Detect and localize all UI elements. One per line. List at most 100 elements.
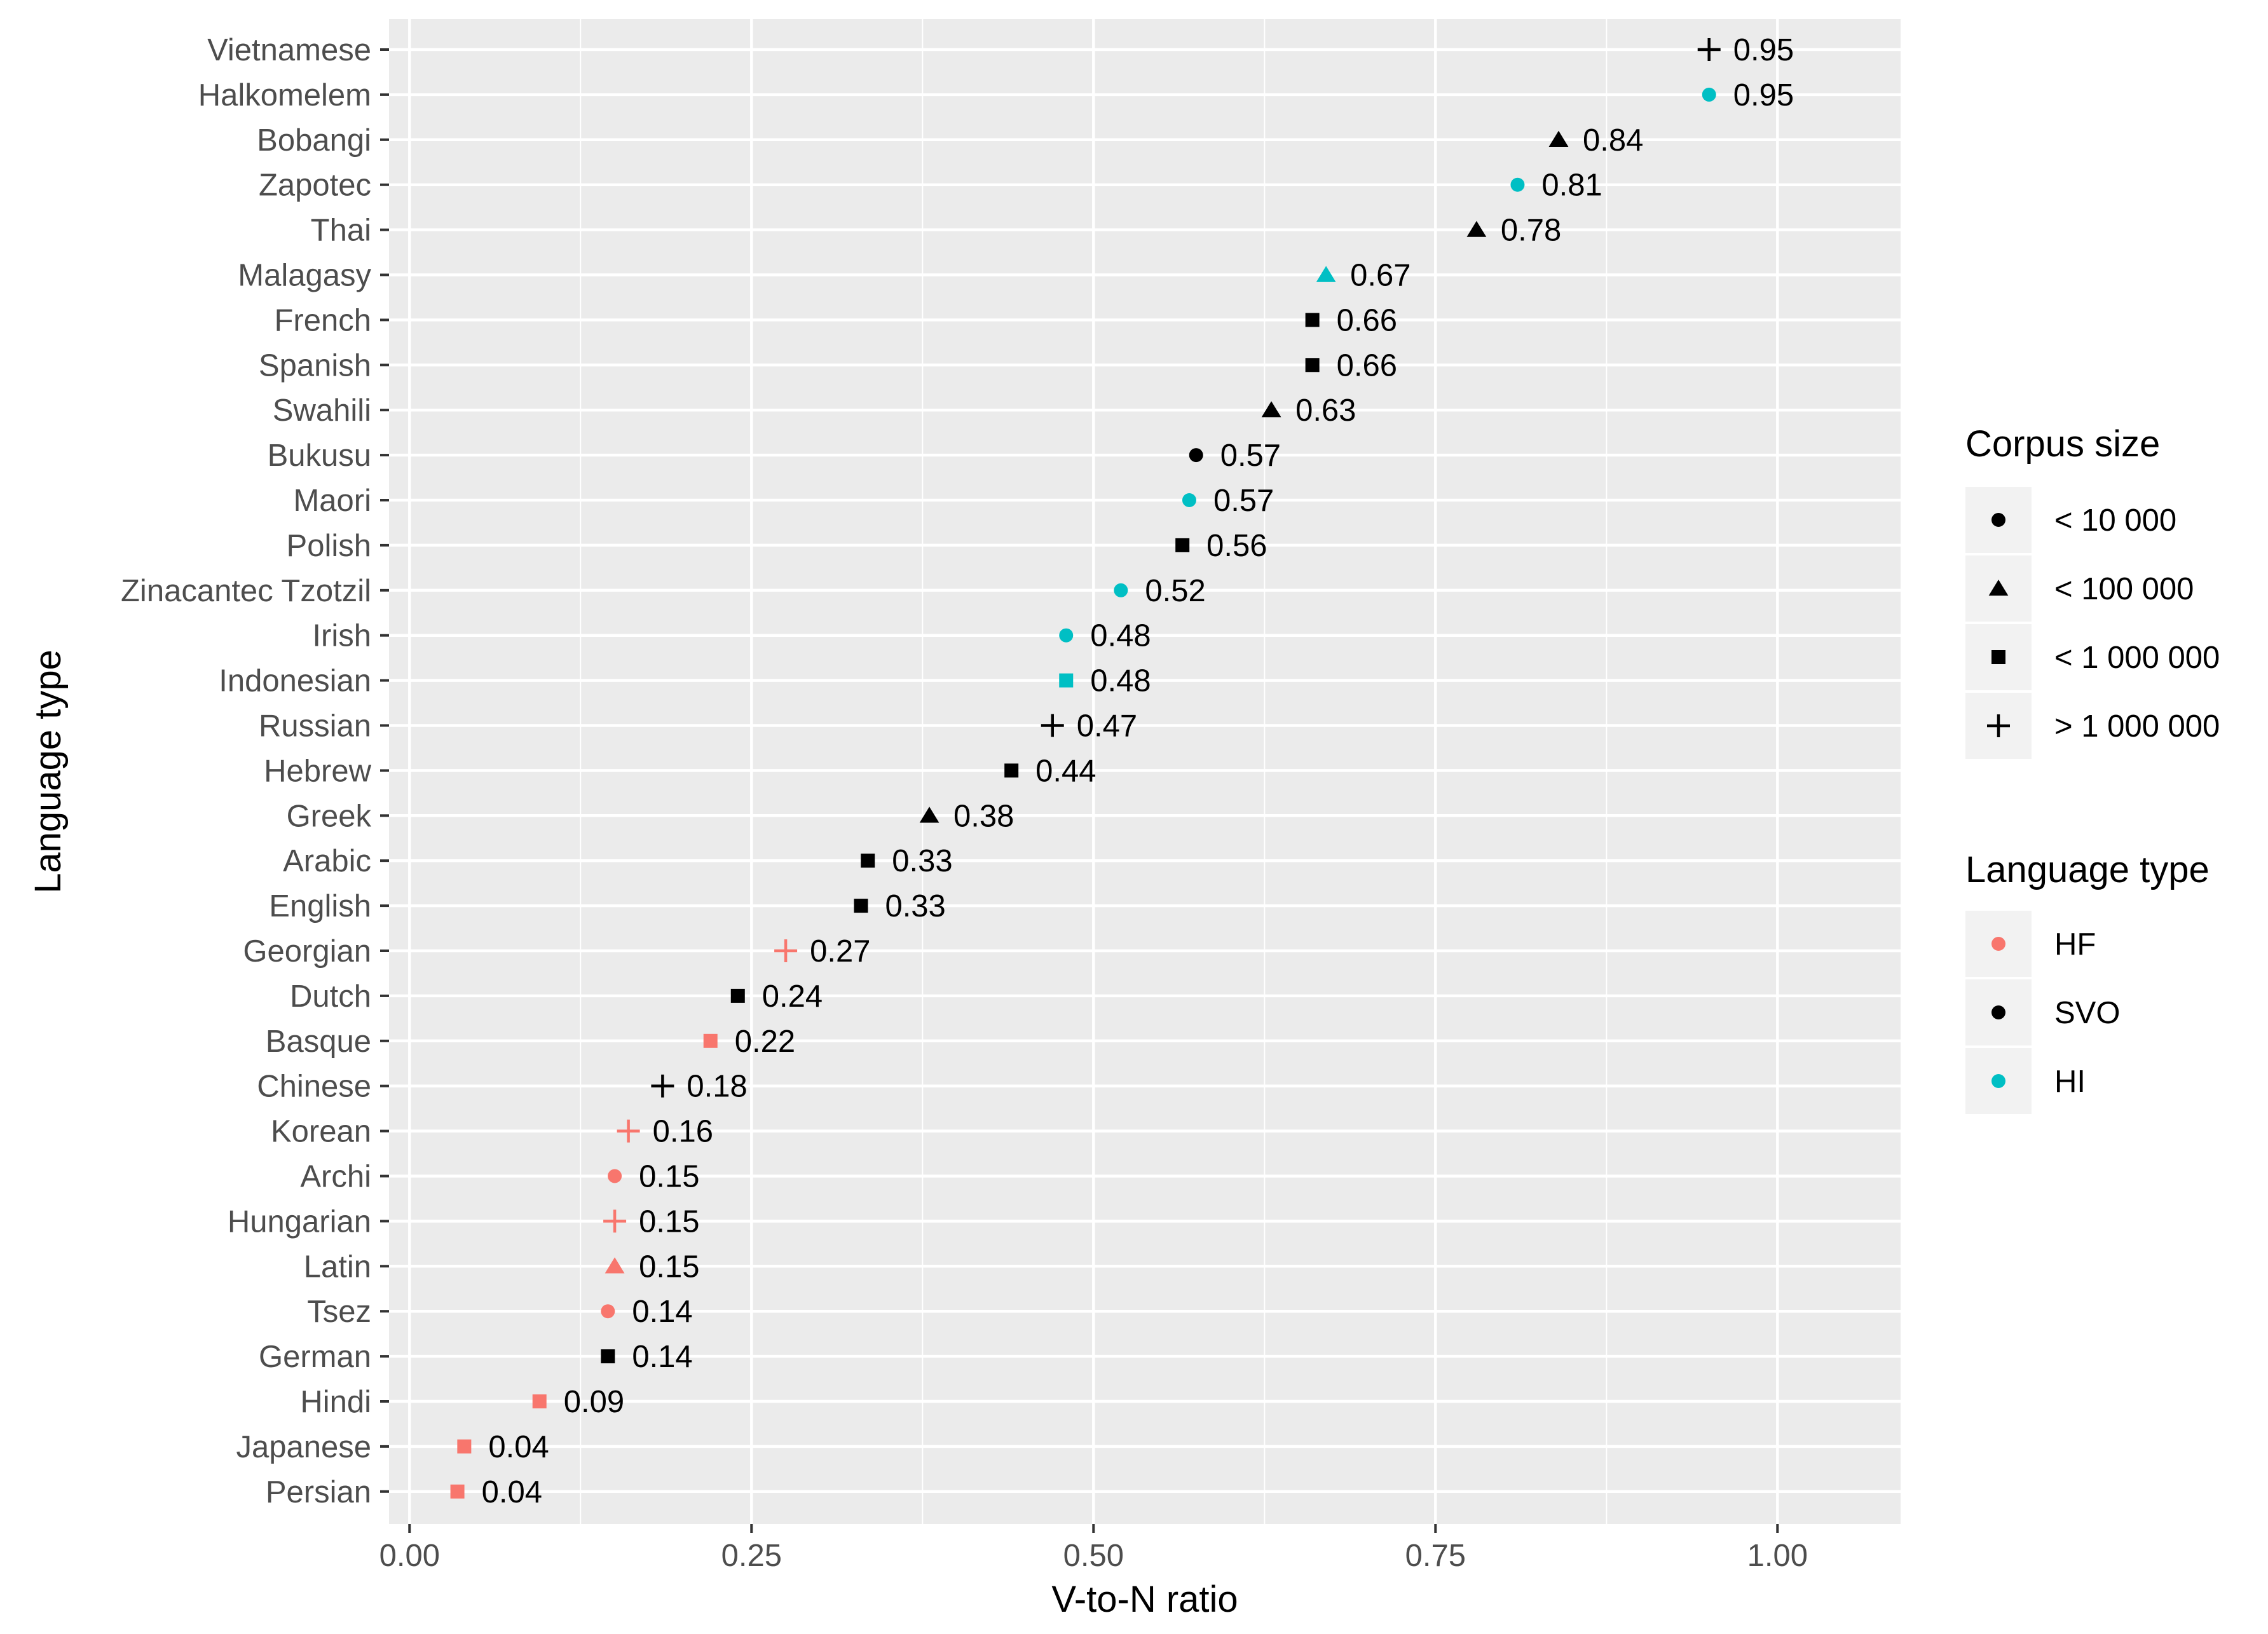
legend-label: < 10 000: [2054, 503, 2176, 538]
circle-marker: [1189, 448, 1203, 463]
data-label: 0.16: [653, 1115, 713, 1149]
y-tick-label: Irish: [312, 619, 371, 653]
legend-language-type: Language type HF SVO HI: [1965, 849, 2210, 1114]
y-tick-label: Thai: [311, 214, 371, 248]
y-tick-label: Polish: [287, 529, 371, 563]
y-tick-label: Greek: [287, 799, 372, 833]
data-points: 0.95 0.95 0.84 0.81 0.78 0.67 0.66 0.66 0.63 0.57…: [450, 33, 1794, 1509]
data-label: 0.81: [1541, 168, 1602, 203]
y-tick-label: Indonesian: [219, 664, 371, 698]
data-label: 0.18: [687, 1070, 747, 1104]
data-label: 0.66: [1337, 348, 1397, 383]
data-label: 0.48: [1090, 664, 1151, 698]
data-label: 0.84: [1583, 123, 1643, 158]
grid-lines: [389, 19, 1901, 1524]
triangle-marker: [605, 1257, 625, 1274]
square-marker: [1059, 673, 1074, 688]
circle-marker: [608, 1169, 622, 1183]
triangle-marker: [1988, 580, 2009, 596]
data-label: 0.14: [632, 1295, 692, 1329]
legend-label: < 100 000: [2054, 572, 2194, 606]
data-label: 0.22: [735, 1025, 795, 1059]
x-tick-label: 1.00: [1747, 1539, 1808, 1573]
x-tick-label: 0.00: [379, 1539, 440, 1573]
y-tick-label: Swahili: [273, 393, 371, 428]
data-label: 0.57: [1220, 439, 1281, 473]
legend-label: SVO: [2054, 996, 2120, 1030]
square-marker: [730, 988, 745, 1003]
circle-marker: [1059, 628, 1074, 643]
data-label: 0.57: [1213, 484, 1274, 518]
y-tick-label: English: [269, 889, 371, 923]
data-label: 0.09: [564, 1385, 624, 1419]
square-marker: [532, 1394, 547, 1408]
y-tick-label: Hindi: [300, 1385, 371, 1419]
y-axis-title: Language type: [27, 650, 69, 894]
y-tick-label: Latin: [304, 1249, 371, 1284]
square-marker: [457, 1439, 472, 1454]
y-tick-label: Zapotec: [259, 168, 371, 203]
data-label: 0.14: [632, 1340, 692, 1374]
data-label: 0.63: [1295, 393, 1356, 428]
y-tick-label: Arabic: [283, 844, 371, 878]
triangle-marker: [1466, 221, 1487, 237]
triangle-marker: [1261, 401, 1281, 418]
x-axis: 0.00 0.25 0.50 0.75 1.00: [379, 1524, 1808, 1573]
data-label: 0.66: [1337, 303, 1397, 337]
square-marker: [854, 899, 868, 913]
y-tick-label: Hebrew: [264, 754, 371, 788]
triangle-marker: [919, 807, 939, 823]
triangle-marker: [1316, 266, 1336, 282]
data-label: 0.04: [488, 1430, 549, 1464]
data-label: 0.47: [1077, 709, 1137, 744]
triangle-marker: [1548, 130, 1569, 147]
data-label: 0.33: [885, 889, 945, 923]
circle-marker: [1702, 87, 1716, 102]
y-tick-label: Zinacantec Tzotzil: [121, 574, 371, 608]
x-axis-title: V-to-N ratio: [1051, 1579, 1238, 1620]
square-marker: [703, 1033, 718, 1048]
x-tick-label: 0.25: [721, 1539, 782, 1573]
y-tick-label: Persian: [266, 1475, 371, 1509]
square-marker: [601, 1349, 615, 1364]
plus-marker: [774, 939, 798, 962]
data-label: 0.15: [639, 1204, 699, 1239]
data-label: 0.27: [810, 934, 870, 969]
square-marker: [1305, 313, 1320, 327]
circle-marker: [1114, 583, 1128, 597]
y-tick-label: Chinese: [257, 1070, 371, 1104]
y-tick-label: French: [274, 303, 371, 337]
data-label: 0.56: [1206, 529, 1267, 563]
legend-label: > 1 000 000: [2054, 709, 2220, 744]
y-tick-label: Hungarian: [228, 1204, 371, 1239]
legend-corpus-size: Corpus size < 10 000 < 100 000 < 1 000 000 >…: [1965, 423, 2220, 759]
data-label: 0.33: [892, 844, 952, 878]
data-label: 0.52: [1145, 574, 1205, 608]
circle-marker: [1510, 177, 1525, 192]
data-label: 0.24: [762, 979, 823, 1014]
circle-marker: [1991, 1074, 2005, 1088]
plus-marker: [651, 1074, 674, 1098]
circle-marker: [1182, 493, 1196, 507]
legend-label: HF: [2054, 927, 2096, 962]
y-tick-label: Vietnamese: [207, 33, 371, 67]
data-label: 0.95: [1733, 78, 1794, 112]
y-tick-label: Spanish: [259, 348, 371, 383]
data-label: 0.48: [1090, 619, 1151, 653]
x-tick-label: 0.50: [1063, 1539, 1124, 1573]
plus-marker: [603, 1209, 627, 1233]
y-tick-label: Basque: [266, 1025, 371, 1059]
y-tick-label: Bukusu: [268, 439, 371, 473]
legend-title: Language type: [1965, 849, 2210, 890]
square-marker: [1004, 763, 1019, 778]
data-label: 0.38: [953, 799, 1014, 833]
y-tick-label: Georgian: [243, 934, 371, 969]
y-tick-label: German: [259, 1340, 371, 1374]
y-tick-label: Korean: [271, 1115, 371, 1149]
data-label: 0.95: [1733, 33, 1794, 67]
square-marker: [450, 1484, 465, 1499]
y-tick-label: Dutch: [290, 979, 371, 1014]
y-tick-label: Malagasy: [238, 259, 371, 293]
plus-marker: [1987, 714, 2010, 737]
